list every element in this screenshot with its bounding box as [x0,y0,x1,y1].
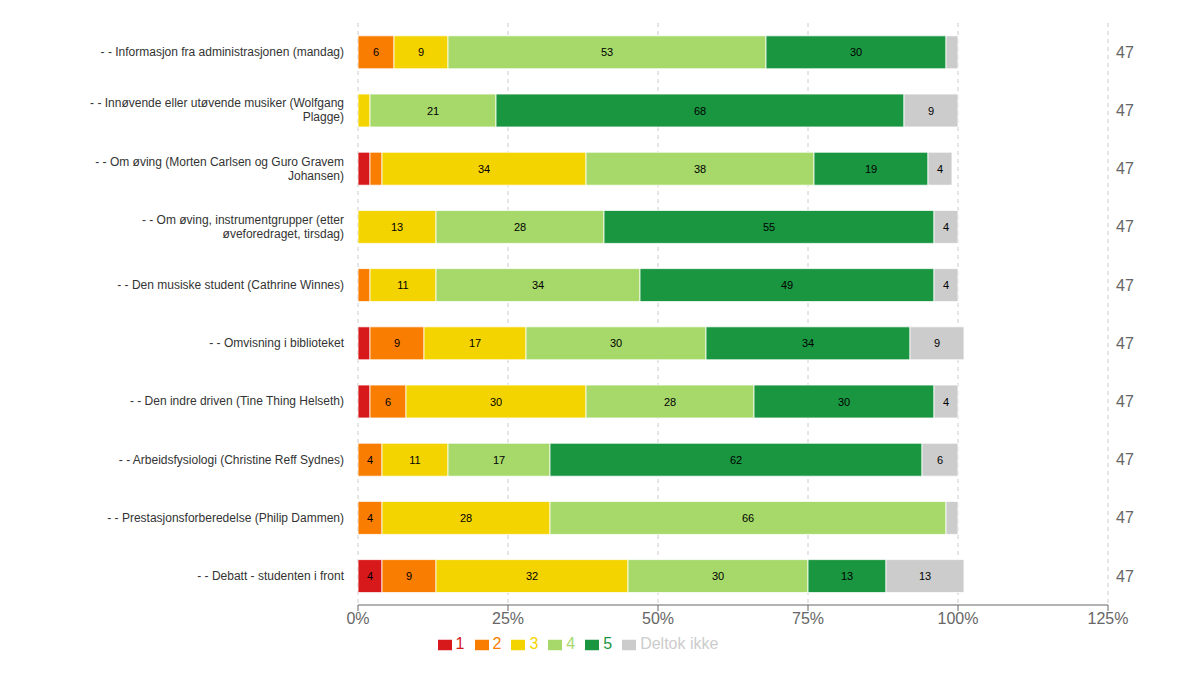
svg-text:47: 47 [1116,160,1134,177]
svg-text:4: 4 [943,396,949,408]
svg-text:47: 47 [1116,509,1134,526]
svg-text:50%: 50% [642,610,674,627]
svg-text:47: 47 [1116,277,1134,294]
svg-text:21: 21 [427,105,439,117]
svg-text:19: 19 [865,163,877,175]
svg-text:34: 34 [478,163,490,175]
svg-text:- - Innøvende eller utøvende m: - - Innøvende eller utøvende musiker (Wo… [90,96,344,124]
svg-text:38: 38 [694,163,706,175]
svg-text:34: 34 [532,279,544,291]
svg-text:68: 68 [694,105,706,117]
svg-text:17: 17 [493,454,505,466]
svg-text:4: 4 [367,512,373,524]
svg-text:17: 17 [469,337,481,349]
svg-text:- - Om øving (Morten Carlsen o: - - Om øving (Morten Carlsen og Guro Gra… [95,155,344,183]
svg-text:34: 34 [802,337,814,349]
svg-text:30: 30 [712,570,724,582]
html-text:3: 3 [529,635,539,652]
html-text:2: 2 [492,635,502,652]
svg-text:47: 47 [1116,393,1134,410]
html-text:Deltok ikke: Deltok ikke [640,635,719,652]
svg-text:- - Den indre driven (Tine Thi: - - Den indre driven (Tine Thing Helseth… [130,394,344,408]
svg-text:9: 9 [934,337,940,349]
svg-text:13: 13 [841,570,853,582]
svg-text:4: 4 [943,279,949,291]
svg-text:28: 28 [460,512,472,524]
svg-text:49: 49 [781,279,793,291]
svg-text:47: 47 [1116,218,1134,235]
svg-text:66: 66 [742,512,754,524]
html-text:5: 5 [603,635,613,652]
svg-text:- - Debatt - studenten i front: - - Debatt - studenten i front [197,569,344,583]
svg-text:4: 4 [943,221,949,233]
svg-text:47: 47 [1116,44,1134,61]
svg-text:0%: 0% [346,610,369,627]
svg-text:4: 4 [367,570,373,582]
svg-text:47: 47 [1116,568,1134,585]
svg-text:30: 30 [850,46,862,58]
svg-text:- - Informasjon fra administra: - - Informasjon fra administrasjonen (ma… [101,45,344,59]
svg-text:47: 47 [1116,335,1134,352]
svg-text:- - Prestasjonsforberedelse (P: - - Prestasjonsforberedelse (Philip Damm… [107,511,344,525]
svg-text:28: 28 [514,221,526,233]
svg-text:125%: 125% [1088,610,1129,627]
svg-text:62: 62 [730,454,742,466]
svg-text:30: 30 [490,396,502,408]
svg-text:9: 9 [394,337,400,349]
svg-text:6: 6 [385,396,391,408]
svg-text:- - Arbeidsfysiologi (Christin: - - Arbeidsfysiologi (Christine Reff Syd… [119,453,344,467]
svg-text:9: 9 [928,105,934,117]
svg-text:9: 9 [406,570,412,582]
svg-text:- - Den musiske student (Cathr: - - Den musiske student (Cathrine Winnes… [117,278,344,292]
svg-text:55: 55 [763,221,775,233]
svg-text:6: 6 [937,454,943,466]
svg-text:25%: 25% [492,610,524,627]
svg-text:11: 11 [409,454,420,466]
html-text:1: 1 [455,635,465,652]
svg-text:- - Omvisning i biblioteket: - - Omvisning i biblioteket [209,336,344,350]
svg-text:32: 32 [526,570,538,582]
svg-text:28: 28 [664,396,676,408]
svg-text:30: 30 [838,396,850,408]
svg-text:47: 47 [1116,451,1134,468]
svg-text:6: 6 [373,46,379,58]
svg-text:13: 13 [391,221,403,233]
svg-text:75%: 75% [792,610,824,627]
svg-text:4: 4 [367,454,373,466]
svg-text:9: 9 [418,46,424,58]
svg-text:53: 53 [601,46,613,58]
svg-text:100%: 100% [938,610,979,627]
svg-text:13: 13 [919,570,931,582]
svg-text:30: 30 [610,337,622,349]
svg-text:11: 11 [397,279,408,291]
svg-text:- - Om øving, instrumentgruppe: - - Om øving, instrumentgrupper (etterøv… [142,213,344,241]
svg-text:47: 47 [1116,102,1134,119]
html-text:4: 4 [566,635,576,652]
svg-text:4: 4 [937,163,943,175]
